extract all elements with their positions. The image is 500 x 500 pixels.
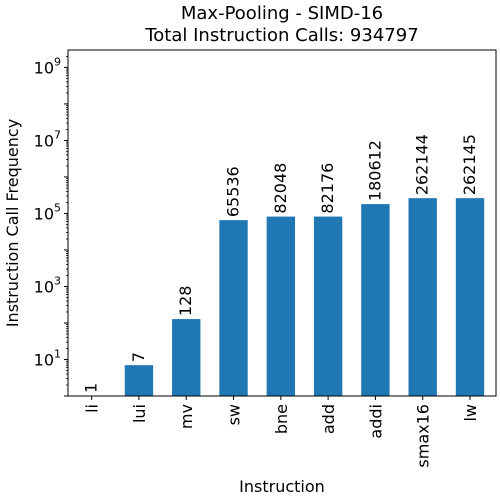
bars-group xyxy=(124,198,485,396)
y-tick-base: 10 xyxy=(34,277,54,296)
x-tick-label-lui: lui xyxy=(130,404,149,423)
bar-sw xyxy=(219,220,248,396)
bar-value-labels: 1 7 128 65536 82048 82176 180612 262144 262145 xyxy=(82,134,479,393)
bar-label-addi: 180612 xyxy=(365,140,384,201)
y-tick-exponent: 7 xyxy=(54,128,61,141)
x-tick-label-addi: addi xyxy=(366,404,385,439)
x-axis-ticks: li lui mv sw bne add addi smax16 lw xyxy=(83,396,480,468)
bar-label-add: 82176 xyxy=(318,163,337,214)
y-tick-label: 105 xyxy=(34,201,61,223)
bar-label-smax16: 262144 xyxy=(413,134,432,195)
x-tick-label-li: li xyxy=(83,404,102,413)
x-tick-label-lw: lw xyxy=(461,404,480,422)
y-tick-base: 10 xyxy=(34,350,54,369)
y-tick-exponent: 1 xyxy=(54,347,61,360)
bar-label-lw: 262145 xyxy=(460,134,479,195)
bar-label-lui: 7 xyxy=(129,352,148,362)
y-tick-exponent: 5 xyxy=(54,201,61,214)
bar-add xyxy=(313,216,343,396)
bar-smax16 xyxy=(408,198,437,396)
y-tick-label: 107 xyxy=(34,128,61,150)
x-tick-label-mv: mv xyxy=(177,404,196,429)
bar-label-li: 1 xyxy=(82,383,101,393)
x-tick-label-bne: bne xyxy=(272,404,291,434)
bar-label-mv: 128 xyxy=(176,286,195,317)
chart-subtitle: Total Instruction Calls: 934797 xyxy=(144,25,418,46)
bar-addi xyxy=(361,204,390,396)
y-tick-base: 10 xyxy=(34,204,54,223)
x-axis-label: Instruction xyxy=(239,477,325,496)
y-tick-label: 103 xyxy=(34,274,61,296)
x-tick-label-smax16: smax16 xyxy=(414,404,433,468)
y-tick-label: 101 xyxy=(34,347,61,369)
y-tick-exponent: 9 xyxy=(54,55,61,68)
y-tick-exponent: 3 xyxy=(54,274,61,287)
x-tick-label-add: add xyxy=(319,404,338,434)
y-tick-label: 109 xyxy=(34,55,61,77)
bar-label-sw: 65536 xyxy=(224,166,243,217)
x-tick-label-sw: sw xyxy=(225,404,244,425)
bar-lui xyxy=(124,365,154,396)
chart-title: Max-Pooling - SIMD-16 xyxy=(181,3,383,24)
y-tick-base: 10 xyxy=(34,58,54,77)
bar-mv xyxy=(172,319,201,396)
y-tick-base: 10 xyxy=(34,131,54,150)
y-axis-label: Instruction Call Frequency xyxy=(3,119,22,327)
plot-frame xyxy=(67,49,497,397)
bar-lw xyxy=(455,198,485,396)
bar-label-bne: 82048 xyxy=(271,163,290,214)
bar-bne xyxy=(266,216,296,396)
